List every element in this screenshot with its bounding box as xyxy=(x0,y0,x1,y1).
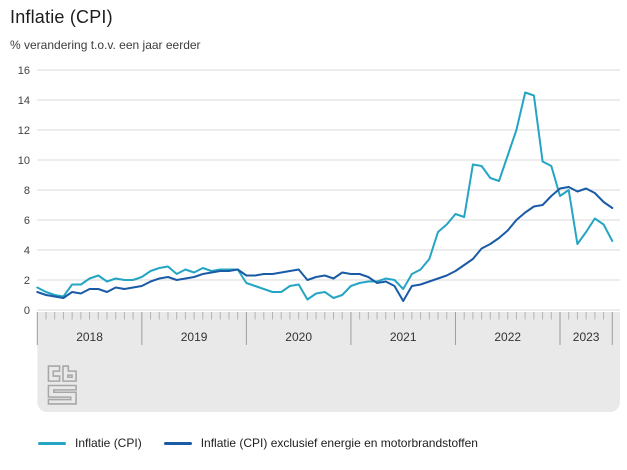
y-axis-label: 8 xyxy=(24,185,30,197)
year-label: 2020 xyxy=(285,330,312,344)
year-label: 2019 xyxy=(181,330,208,344)
page-title: Inflatie (CPI) xyxy=(10,7,113,27)
legend-label: Inflatie (CPI) xyxy=(75,436,142,450)
y-axis-label: 10 xyxy=(18,155,30,167)
legend-item-inflatie-cpi: Inflatie (CPI) xyxy=(38,436,142,450)
y-axis-label: 6 xyxy=(24,215,30,227)
y-axis-label: 16 xyxy=(18,65,30,77)
x-axis-band xyxy=(37,312,621,412)
legend-line-swatch xyxy=(38,441,66,445)
cbs-logo-icon xyxy=(47,365,77,405)
legend-line-swatch xyxy=(163,441,192,445)
y-axis-label: 12 xyxy=(18,125,30,137)
y-axis-label: 2 xyxy=(24,275,30,287)
y-axis-label: 4 xyxy=(24,245,30,257)
cbs-logo xyxy=(46,364,79,411)
legend: Inflatie (CPI) Inflatie (CPI) exclusief e… xyxy=(38,436,478,450)
chart-subtitle: % verandering t.o.v. een jaar eerder xyxy=(10,38,201,52)
legend-item-inflatie-cpi-exclusief-energie-en-motorbrandstoffen: Inflatie (CPI) exclusief energie en moto… xyxy=(163,436,478,450)
y-axis-label: 0 xyxy=(24,305,30,317)
series-line-inflatie-cpi-exclusief-energie-en-motorbrandstoffen xyxy=(36,186,614,302)
year-label: 2021 xyxy=(390,330,417,344)
legend-label: Inflatie (CPI) exclusief energie en moto… xyxy=(200,436,478,450)
year-label: 2022 xyxy=(494,330,521,344)
y-axis-label: 14 xyxy=(18,95,30,107)
year-label: 2023 xyxy=(573,330,600,344)
year-label: 2018 xyxy=(76,330,103,344)
series-line-inflatie-cpi xyxy=(36,91,614,301)
